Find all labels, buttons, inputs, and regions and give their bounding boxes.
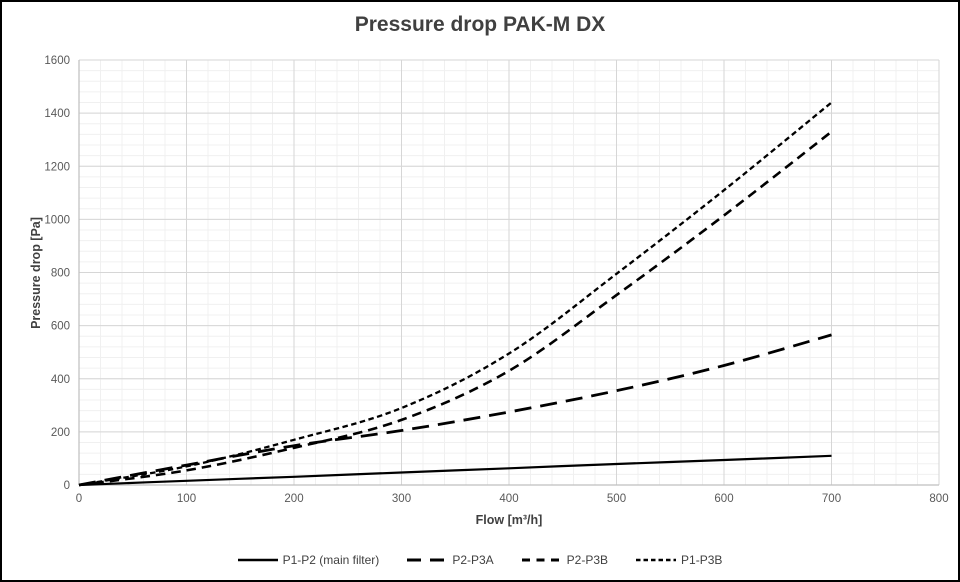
x-tick-label: 600 xyxy=(714,493,733,505)
legend-label: P2-P3A xyxy=(452,553,494,567)
y-axis-label: Pressure drop [Pa] xyxy=(29,217,43,329)
legend-swatch-short-dash-icon xyxy=(636,558,677,562)
x-tick-label: 300 xyxy=(392,493,411,505)
legend-label: P1-P3B xyxy=(681,553,723,567)
y-tick-label: 800 xyxy=(51,268,70,280)
legend-swatch-medium-dash-icon xyxy=(521,558,562,562)
series-line-p2-p3b xyxy=(78,130,833,487)
y-tick-label: 1000 xyxy=(44,214,70,226)
x-tick-label: 800 xyxy=(929,493,948,505)
series-line-p1-p3b xyxy=(78,101,833,487)
legend-item-p2-p3a: P2-P3A xyxy=(407,553,494,567)
chart-title: Pressure drop PAK-M DX xyxy=(354,13,606,36)
y-tick-label: 600 xyxy=(51,321,70,333)
x-tick-label: 700 xyxy=(822,493,841,505)
y-tick-label: 1600 xyxy=(44,55,70,67)
legend-item-p2-p3b: P2-P3B xyxy=(521,553,609,567)
y-tick-label: 1200 xyxy=(44,161,70,173)
y-tick-label: 400 xyxy=(51,374,70,386)
x-tick-label: 0 xyxy=(76,493,82,505)
legend-swatch-solid-line-icon xyxy=(237,558,278,562)
series-line-p1-p2-main-filter xyxy=(78,454,832,487)
legend-item-p1-p3b: P1-P3B xyxy=(636,553,722,567)
legend: P1-P2 (main filter) P2-P3A P2-P3B P1-P3B xyxy=(2,553,958,567)
legend-label: P2-P3B xyxy=(566,553,609,567)
y-tick-label: 1400 xyxy=(44,108,70,120)
x-axis-label: Flow [m³/h] xyxy=(475,513,543,527)
y-tick-label: 0 xyxy=(64,480,70,492)
legend-item-p1-p2: P1-P2 (main filter) xyxy=(237,553,380,567)
x-tick-label: 200 xyxy=(284,493,303,505)
x-tick-label: 400 xyxy=(499,493,518,505)
legend-label: P1-P2 (main filter) xyxy=(282,553,380,567)
x-tick-label: 500 xyxy=(607,493,626,505)
y-tick-label: 200 xyxy=(51,427,70,439)
legend-swatch-long-dash-icon xyxy=(407,558,448,562)
x-tick-label: 100 xyxy=(177,493,196,505)
